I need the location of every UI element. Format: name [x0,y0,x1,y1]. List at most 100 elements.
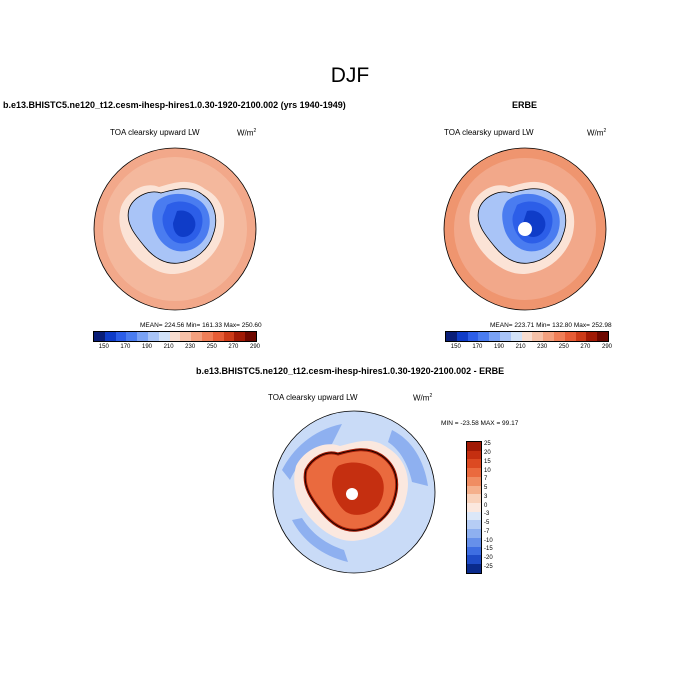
diff-land-hot [332,462,384,515]
colorbar-swatch [467,546,481,556]
colorbar-tick-label: 170 [120,344,131,350]
colorbar-swatch [212,332,224,341]
colorbar-tick-label: 5 [484,485,488,492]
diff-units-label: W/m2 [413,393,433,403]
colorbar-tick-label: 170 [472,344,483,350]
colorbar-tick-label: 210 [515,344,526,350]
colorbar-swatch [126,332,138,341]
colorbar-swatch [564,332,576,341]
colorbar-swatch [104,332,116,341]
colorbar-tick-label: 250 [558,344,569,350]
colorbar-swatch [147,332,159,341]
colorbar-tick-label: 150 [98,344,109,350]
colorbar-swatch [467,494,481,504]
colorbar-swatch [137,332,148,341]
colorbar-swatch [499,332,511,341]
colorbar-swatch [467,555,481,565]
colorbar-tick-label: 210 [163,344,174,350]
colorbar-swatch [489,332,500,341]
colorbar-tick-label: 290 [249,344,261,350]
colorbar-tick-label: -10 [484,537,493,544]
colorbar-swatch [158,332,170,341]
colorbar-tick-label: 290 [601,344,613,350]
model-colorbar [93,331,257,342]
colorbar-swatch [597,332,608,341]
obs-colorbar-ticks: 150 170 190 210 230 250 270 290 [445,344,612,352]
colorbar-tick-label: 0 [484,502,488,509]
colorbar-tick-label: 250 [206,344,217,350]
diff-stats: MIN = -23.58 MAX = 99.17 [441,420,519,427]
colorbar-tick-label: 270 [580,344,591,350]
colorbar-swatch [467,503,481,512]
model-stats: MEAN= 224.56 Min= 161.33 Max= 250.60 [140,322,262,329]
colorbar-swatch [467,450,481,460]
diff-ocean-patch-sw [292,518,348,562]
obs-pole-hole [518,222,532,236]
colorbar-swatch [467,529,481,538]
colorbar-tick-label: 150 [450,344,461,350]
colorbar-swatch [467,476,481,486]
obs-map-outline [443,147,607,311]
colorbar-swatch [553,332,565,341]
model-panel-title: b.e13.BHISTC5.ne120_t12.cesm-ihesp-hires… [3,100,346,110]
colorbar-tick-label: 270 [228,344,239,350]
model-units-label: W/m2 [237,128,257,138]
colorbar-swatch [521,332,533,341]
colorbar-tick-label: 190 [493,344,505,350]
obs-stats: MEAN= 223.71 Min= 132.80 Max= 252.98 [490,322,612,329]
colorbar-tick-label: 10 [484,467,491,474]
obs-polar-map [443,147,607,311]
colorbar-tick-label: 20 [484,450,491,457]
colorbar-tick-label: 230 [185,344,196,350]
colorbar-swatch [467,520,481,530]
colorbar-tick-label: -15 [484,546,493,553]
colorbar-swatch [245,332,256,341]
diff-ocean-patch-ne [388,430,428,486]
colorbar-swatch [115,332,127,341]
diff-map-outline [272,410,436,574]
colorbar-swatch [467,564,481,573]
colorbar-tick-label: 7 [484,476,488,483]
colorbar-swatch [446,332,457,341]
colorbar-swatch [191,332,202,341]
colorbar-swatch [478,332,490,341]
colorbar-tick-label: 15 [484,458,491,465]
colorbar-tick-label: 230 [537,344,548,350]
model-colorbar-ticks: 150 170 190 210 230 250 270 290 [93,344,260,352]
figure-title: DJF [330,64,370,87]
colorbar-swatch [94,332,105,341]
colorbar-swatch [223,332,235,341]
obs-units-label: W/m2 [587,128,607,138]
model-coastline [127,188,217,264]
colorbar-tick-label: 3 [484,493,488,500]
colorbar-tick-label: 25 [484,441,491,448]
diff-colorbar [466,441,482,574]
colorbar-tick-label: -25 [484,563,493,570]
colorbar-swatch [586,332,598,341]
colorbar-swatch [201,332,213,341]
diff-pole-hole [346,488,358,500]
diff-polar-map [272,410,436,574]
colorbar-swatch [543,332,554,341]
diff-coastline [304,449,398,531]
model-map-outline [93,147,257,311]
diff-colorbar-ticks: 25 20 15 10 7 5 3 0 -3 -5 -7 -10 -15 -20 -25 [484,441,514,572]
diff-variable-label: TOA clearsky upward LW [268,393,358,402]
colorbar-tick-label: -20 [484,554,493,561]
obs-coastline [477,188,567,264]
colorbar-swatch [180,332,192,341]
colorbar-tick-label: -7 [484,528,490,535]
colorbar-swatch [467,442,481,451]
colorbar-tick-label: -5 [484,520,490,527]
colorbar-swatch [532,332,544,341]
colorbar-swatch [234,332,246,341]
obs-panel-title: ERBE [512,100,538,110]
colorbar-tick-label: -3 [484,511,490,518]
model-plateau-core [173,210,196,237]
obs-colorbar [445,331,609,342]
colorbar-swatch [467,537,481,547]
obs-variable-label: TOA clearsky upward LW [444,128,534,137]
model-polar-map [93,147,257,311]
model-variable-label: TOA clearsky upward LW [110,128,200,137]
colorbar-swatch [510,332,522,341]
